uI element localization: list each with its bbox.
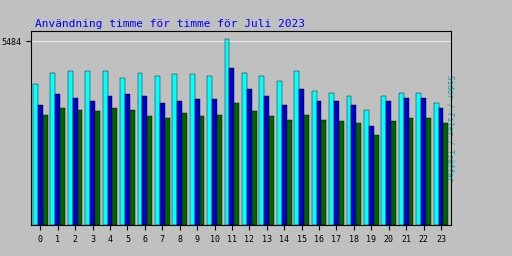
Bar (234, 103, 239, 225)
Bar (282, 104, 287, 225)
Bar (217, 115, 222, 225)
Bar (252, 111, 257, 225)
Bar (200, 116, 204, 225)
Bar (299, 89, 304, 225)
Bar (50, 73, 55, 225)
Bar (374, 135, 378, 225)
Bar (381, 96, 386, 225)
Bar (386, 101, 391, 225)
Bar (351, 104, 356, 225)
Bar (391, 121, 396, 225)
Bar (73, 98, 78, 225)
Text: Användning timme för timme för Juli 2023: Användning timme för timme för Juli 2023 (35, 18, 305, 29)
Bar (142, 96, 147, 225)
Bar (207, 76, 212, 225)
Bar (347, 96, 351, 225)
Bar (160, 103, 165, 225)
Bar (212, 100, 217, 225)
Bar (147, 116, 152, 225)
Bar (322, 120, 326, 225)
Bar (120, 78, 125, 225)
Bar (33, 84, 38, 225)
Bar (294, 71, 299, 225)
Bar (439, 108, 443, 225)
Bar (399, 93, 403, 225)
Bar (269, 116, 274, 225)
Bar (85, 71, 90, 225)
Bar (277, 81, 282, 225)
Bar (339, 121, 344, 225)
Bar (182, 113, 187, 225)
Bar (95, 111, 100, 225)
Bar (329, 93, 334, 225)
Bar (68, 71, 73, 225)
Y-axis label: Sidor / Filer / Träffar: Sidor / Filer / Träffar (446, 75, 455, 181)
Bar (38, 104, 42, 225)
Bar (155, 76, 160, 225)
Bar (403, 98, 409, 225)
Bar (434, 103, 439, 225)
Bar (409, 118, 414, 225)
Bar (312, 91, 316, 225)
Bar (260, 76, 264, 225)
Bar (78, 110, 82, 225)
Bar (55, 94, 60, 225)
Bar (369, 126, 374, 225)
Bar (229, 68, 234, 225)
Bar (287, 120, 291, 225)
Bar (108, 96, 113, 225)
Bar (103, 71, 108, 225)
Bar (138, 73, 142, 225)
Bar (125, 94, 130, 225)
Bar (177, 101, 182, 225)
Bar (334, 101, 339, 225)
Bar (421, 98, 426, 225)
Bar (264, 96, 269, 225)
Bar (42, 115, 48, 225)
Bar (225, 39, 229, 225)
Bar (316, 101, 322, 225)
Bar (443, 123, 449, 225)
Bar (130, 110, 135, 225)
Bar (90, 101, 95, 225)
Bar (190, 74, 195, 225)
Bar (173, 74, 177, 225)
Bar (416, 93, 421, 225)
Bar (364, 110, 369, 225)
Bar (247, 89, 252, 225)
Bar (356, 123, 361, 225)
Bar (165, 118, 169, 225)
Bar (304, 115, 309, 225)
Bar (242, 73, 247, 225)
Bar (113, 108, 117, 225)
Bar (60, 108, 65, 225)
Bar (426, 118, 431, 225)
Bar (195, 100, 200, 225)
